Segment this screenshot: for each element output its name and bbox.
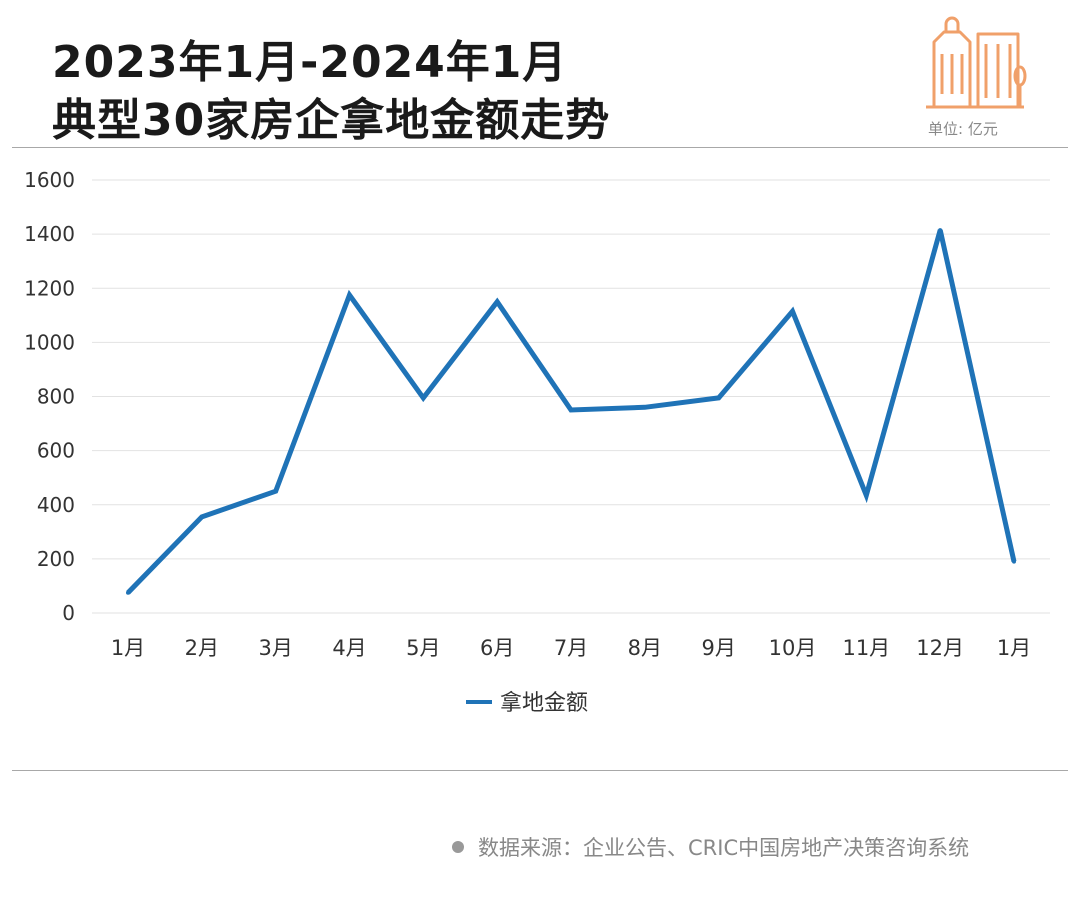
line-chart: 0 200 400 600 800 1000 1200 1400 1600 1月 2月 3月 4月 5月… <box>24 168 1050 716</box>
data-point <box>126 590 130 595</box>
x-tick-label: 5月 <box>406 636 440 660</box>
data-source-text: 数据来源：企业公告、CRIC中国房地产决策咨询系统 <box>478 836 970 860</box>
x-tick-label: 1月 <box>997 636 1031 660</box>
data-point <box>864 493 869 498</box>
source-dot-icon <box>452 841 464 853</box>
x-tick-label: 9月 <box>701 636 735 660</box>
data-point <box>347 293 352 298</box>
y-tick-label: 1400 <box>24 222 75 246</box>
x-tick-label: 8月 <box>628 636 662 660</box>
data-point <box>1012 559 1016 564</box>
data-point <box>421 395 426 400</box>
x-tick-label: 10月 <box>769 636 817 660</box>
x-tick-label: 2月 <box>185 636 219 660</box>
data-point <box>642 405 647 410</box>
x-tick-label: 3月 <box>258 636 292 660</box>
x-tick-label: 6月 <box>480 636 514 660</box>
x-tick-label: 12月 <box>916 636 964 660</box>
y-axis-ticks: 0 200 400 600 800 1000 1200 1400 1600 <box>24 168 75 625</box>
bottom-divider <box>12 770 1068 771</box>
data-point <box>569 408 573 413</box>
y-tick-label: 600 <box>37 439 75 463</box>
data-point <box>273 489 278 494</box>
building-icon <box>926 16 1027 109</box>
x-axis-ticks: 1月 2月 3月 4月 5月 6月 7月 8月 9月 10月 11月 12月 1月 <box>111 636 1031 660</box>
legend-label: 拿地金额 <box>500 690 588 716</box>
unit-label: 单位: 亿元 <box>928 120 998 138</box>
data-source-note: 数据来源：企业公告、CRIC中国房地产决策咨询系统 <box>452 832 969 862</box>
data-point <box>199 514 204 519</box>
chart-title-line-2: 典型30家房企拿地金额走势 <box>52 95 611 146</box>
legend: 拿地金额 <box>466 690 588 716</box>
y-tick-label: 1200 <box>24 276 75 300</box>
y-tick-label: 400 <box>37 493 75 517</box>
y-tick-label: 0 <box>62 601 75 625</box>
grid-lines <box>92 179 1050 614</box>
top-divider <box>12 147 1068 148</box>
y-tick-label: 1000 <box>24 330 75 354</box>
x-tick-label: 11月 <box>842 636 890 660</box>
data-point <box>716 395 721 400</box>
data-point <box>495 299 500 304</box>
data-point <box>790 309 795 314</box>
y-tick-label: 200 <box>37 547 75 571</box>
data-point <box>938 228 943 233</box>
chart-title-line-1: 2023年1月-2024年1月 <box>52 37 568 88</box>
y-tick-label: 800 <box>37 385 75 409</box>
series-lines <box>126 228 1017 595</box>
y-tick-label: 1600 <box>24 168 75 192</box>
x-tick-label: 1月 <box>111 636 145 660</box>
x-tick-label: 7月 <box>554 636 588 660</box>
x-tick-label: 4月 <box>332 636 366 660</box>
